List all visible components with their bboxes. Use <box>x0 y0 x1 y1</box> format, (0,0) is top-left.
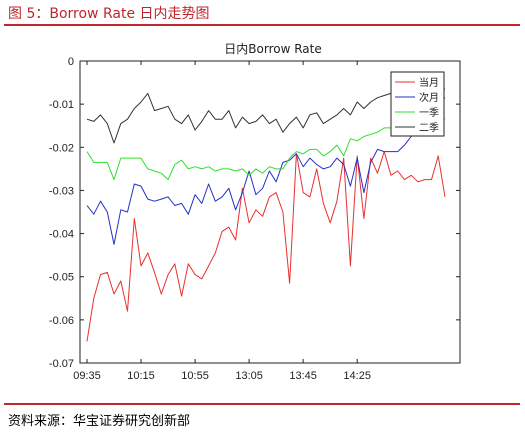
x-tick-label: 13:45 <box>289 370 317 382</box>
x-tick-label: 10:15 <box>127 370 155 382</box>
footer-rule <box>4 403 520 405</box>
figure-title: 图 5：Borrow Rate 日内走势图 <box>8 6 210 22</box>
y-tick-label: 0 <box>68 56 74 68</box>
series-line-1 <box>86 151 446 342</box>
y-tick-label: -0.02 <box>49 142 74 154</box>
x-tick-label: 09:35 <box>73 370 101 382</box>
x-tick-label: 10:55 <box>181 370 209 382</box>
x-tick-label: 14:25 <box>343 370 371 382</box>
series-line-2 <box>86 97 446 245</box>
legend-label: 二季 <box>419 122 439 134</box>
legend-box <box>390 71 445 137</box>
x-tick-label: 13:05 <box>235 370 263 382</box>
y-tick-label: -0.06 <box>49 315 74 327</box>
legend-label: 次月 <box>419 91 439 104</box>
source-note: 资料来源：华宝证券研究创新部 <box>8 414 191 429</box>
series-line-3 <box>86 114 446 181</box>
series-lines <box>86 84 446 342</box>
y-tick-label: -0.07 <box>49 358 74 370</box>
y-tick-label: -0.03 <box>49 185 74 197</box>
legend-label: 一季 <box>419 107 439 119</box>
header-rule <box>4 24 520 26</box>
y-tick-label: -0.05 <box>49 272 74 284</box>
y-tick-label: -0.01 <box>49 99 74 111</box>
legend-label: 当月 <box>419 76 439 89</box>
axis-ticks: 0 -0.01 -0.02 -0.03 -0.04 -0.05 -0.06 -0.0709:3… <box>49 56 460 382</box>
y-tick-label: -0.04 <box>49 229 74 241</box>
chart-title: 日内Borrow Rate <box>224 42 321 56</box>
series-line-4 <box>86 84 445 144</box>
